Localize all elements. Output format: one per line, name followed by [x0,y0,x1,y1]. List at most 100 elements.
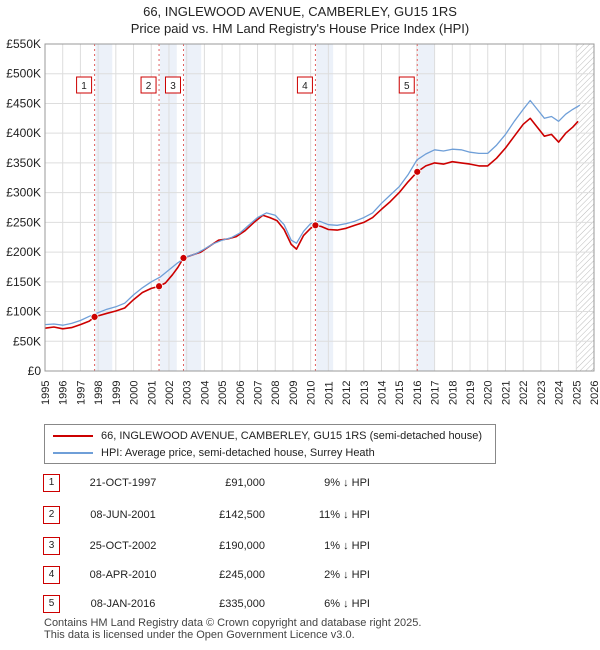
sale-date: 08-JUN-2001 [90,509,156,521]
x-tick-label: 2020 [483,381,495,405]
sale-number-label: 4 [302,81,308,92]
x-tick-label: 2001 [146,381,158,405]
sale-row-4: 4 08-APR-2010 £245,000 2% ↓ HPI [0,565,600,585]
sale-date: 08-APR-2010 [89,569,157,581]
y-tick-label: £150K [6,275,41,289]
sale-number-label: 1 [81,81,87,92]
sale-date: 08-JAN-2016 [90,598,156,610]
sale-band [159,44,177,371]
sale-point [311,221,320,230]
y-tick-label: £50K [13,334,41,348]
y-tick-label: £400K [6,126,41,140]
sale-price: £245,000 [219,569,265,581]
x-tick-label: 1997 [75,381,87,405]
x-tick-label: 2021 [500,381,512,405]
x-tick-label: 2003 [182,381,194,405]
footer-note: Contains HM Land Registry data © Crown c… [44,617,421,641]
sale-date: 21-OCT-1997 [89,477,157,489]
y-tick-label: £200K [6,245,41,259]
sale-row-1: 1 21-OCT-1997 £91,000 9% ↓ HPI [0,473,600,493]
x-tick-label: 2009 [288,381,300,405]
y-tick-label: £0 [28,364,42,378]
sale-price: £190,000 [219,540,265,552]
sale-number-badge: 4 [43,566,60,584]
sale-hpi-diff: 1% ↓ HPI [324,540,370,552]
sale-number-box [398,76,415,94]
sale-number-badge: 1 [43,474,60,492]
plot-frame [44,43,595,372]
x-tick-label: 2012 [341,381,353,405]
y-tick-label: £100K [6,305,41,319]
x-tick-label: 2016 [412,381,424,405]
x-tick-label: 2026 [589,381,600,405]
sale-number-label: 3 [170,81,176,92]
chart-legend: 66, INGLEWOOD AVENUE, CAMBERLEY, GU15 1R… [44,424,496,464]
sale-number-badge: 2 [43,506,60,524]
x-tick-label: 1998 [93,381,105,405]
footer-copyright: Contains HM Land Registry data © Crown c… [44,617,422,629]
x-tick-label: 2004 [199,381,211,405]
sale-number-badge: 5 [43,595,60,613]
sale-price: £335,000 [219,598,265,610]
x-tick-label: 2024 [554,381,566,405]
sale-band [316,44,334,371]
y-tick-label: £250K [6,215,41,229]
x-tick-label: 1999 [111,381,123,405]
chart-title: 66, INGLEWOOD AVENUE, CAMBERLEY, GU15 1R… [143,4,457,19]
legend-label-property: 66, INGLEWOOD AVENUE, CAMBERLEY, GU15 1R… [101,430,483,442]
x-tick-label: 2019 [465,381,477,405]
x-tick-label: 2007 [253,381,265,405]
sale-point [90,312,99,321]
x-tick-label: 2000 [129,381,141,405]
x-tick-label: 1996 [58,381,70,405]
sale-date: 25-OCT-2002 [89,540,157,552]
x-tick-label: 2018 [447,381,459,405]
x-tick-label: 2022 [518,381,530,405]
sale-hpi-diff: 6% ↓ HPI [324,598,370,610]
sale-price: £142,500 [219,509,265,521]
property-price-line [44,117,579,330]
x-tick-label: 2008 [270,381,282,405]
y-tick-label: £450K [6,96,41,110]
x-tick-label: 2014 [376,381,388,405]
sale-number-label: 5 [404,81,410,92]
sale-point [179,254,188,262]
y-tick-label: £550K [6,37,41,51]
sale-hpi-diff: 11% ↓ HPI [318,509,370,521]
x-tick-label: 2025 [571,381,583,405]
legend-label-hpi: HPI: Average price, semi-detached house,… [101,447,375,459]
y-tick-label: £300K [6,186,41,200]
sale-point [413,167,422,176]
sale-row-2: 2 08-JUN-2001 £142,500 11% ↓ HPI [0,505,600,525]
sale-number-label: 2 [146,81,152,92]
sale-band [184,44,202,371]
sale-band [418,44,435,371]
x-tick-label: 2006 [235,381,247,405]
sale-number-box [76,76,93,94]
sale-point [155,282,163,291]
footer-licence: This data is licensed under the Open Gov… [44,629,355,641]
chart-subtitle: Price paid vs. HM Land Registry's House … [130,21,470,36]
sale-number-badge: 3 [43,537,60,555]
sale-row-5: 5 08-JAN-2016 £335,000 6% ↓ HPI [0,594,600,614]
sale-hpi-diff: 9% ↓ HPI [324,477,370,489]
legend-swatch-hpi [53,452,93,454]
legend-swatch-property [53,435,93,437]
sale-number-box [164,76,181,94]
forecast-hatch [576,44,594,371]
x-tick-label: 1995 [40,381,52,405]
price-chart: 1 2 3 4 5 £0 £50K £100K £150K £200K £250K £300K £350… [6,37,600,405]
x-tick-label: 2002 [164,381,176,405]
x-tick-label: 2023 [536,381,548,405]
y-tick-label: £500K [6,67,41,81]
x-tick-label: 2013 [359,381,371,405]
sale-number-box [140,76,157,94]
x-tick-label: 2017 [430,381,442,405]
sale-band [95,44,113,371]
sale-hpi-diff: 2% ↓ HPI [324,569,370,581]
x-tick-label: 2015 [394,381,406,405]
x-tick-label: 2005 [217,381,229,405]
sale-number-box [296,76,313,94]
x-tick-label: 2011 [323,381,335,405]
x-tick-label: 2010 [306,381,318,405]
